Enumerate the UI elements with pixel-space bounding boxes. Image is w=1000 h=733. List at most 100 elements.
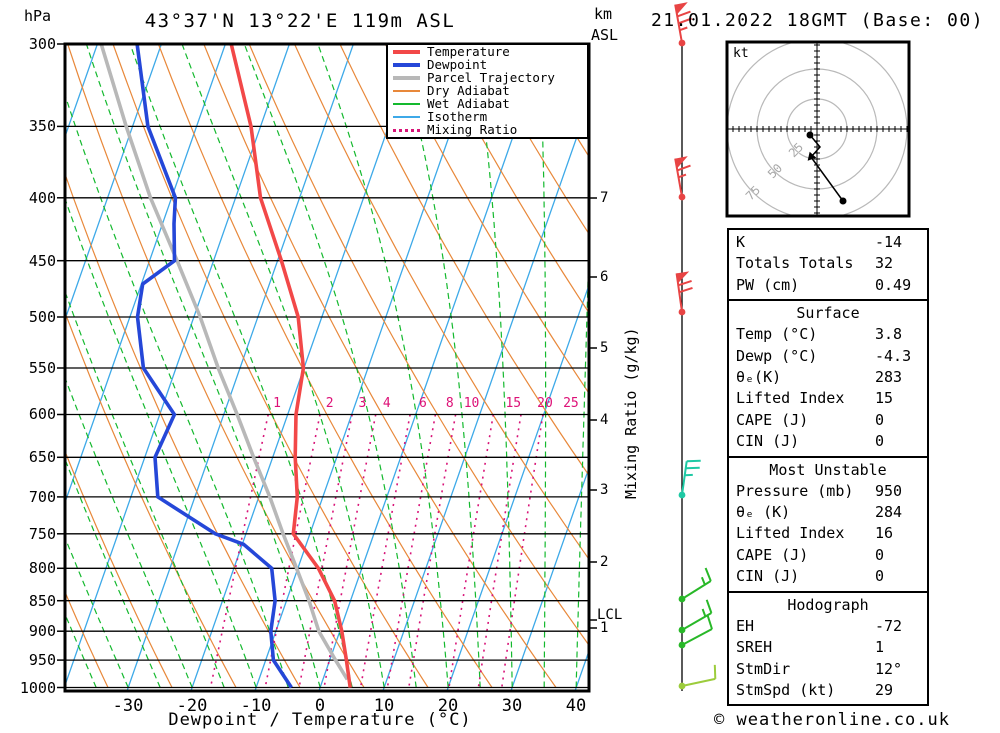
table-row-value: 3.8 xyxy=(875,325,903,344)
km-tick-label: 1 xyxy=(600,620,609,636)
table-row-label: Pressure (mb) xyxy=(736,481,854,500)
km-tick-label: 2 xyxy=(600,554,609,570)
footer-credit: © weatheronline.co.uk xyxy=(714,710,950,730)
temperature-tick-label: 20 xyxy=(437,696,459,716)
table-row: StmSpd (kt) 29 xyxy=(729,680,927,701)
table-row: θₑ(K) 283 xyxy=(729,367,927,388)
indices-table: K -14 Totals Totals 32 PW (cm) 0.49 Surface Tem… xyxy=(727,228,929,707)
table-section: Hodograph EH -72 SREH 1 StmDir 12° StmSpd (kt) 2… xyxy=(727,590,929,707)
table-section-title: Most Unstable xyxy=(769,460,887,479)
pressure-tick-label: 400 xyxy=(28,188,56,207)
table-row-label: Lifted Index xyxy=(736,389,845,408)
mixing-ratio-value: 15 xyxy=(505,396,522,411)
wet-adiabat-line xyxy=(129,44,353,688)
table-row: CIN (J) 0 xyxy=(729,566,927,587)
mixing-ratio-value: 8 xyxy=(445,396,454,411)
table-row-label: K xyxy=(736,233,746,251)
temperature-tick-label: 0 xyxy=(314,696,326,716)
dry-adiabat-legend-swatch xyxy=(393,89,420,92)
table-row: θₑ (K) 284 xyxy=(729,502,927,523)
page-title: 43°37'N 13°22'E 119m ASL xyxy=(144,10,456,32)
table-row: Temp (°C) 3.8 xyxy=(729,324,927,345)
legend-item-label: Wet Adiabat xyxy=(427,96,510,112)
table-row-value: 1 xyxy=(875,638,885,657)
table-row-label: SREH xyxy=(736,638,773,657)
table-row-label: CIN (J) xyxy=(736,432,800,451)
wet-adiabat-line xyxy=(538,44,547,688)
hodograph-trace xyxy=(809,134,844,202)
table-row-label: CAPE (J) xyxy=(736,410,809,429)
wind-barb xyxy=(678,615,713,649)
wet-adiabat-line xyxy=(473,44,513,688)
table-row: K -14 xyxy=(729,232,927,253)
table-row: CAPE (J) 0 xyxy=(729,545,927,566)
pressure-tick-label: 900 xyxy=(28,622,56,641)
km-tick-label: 5 xyxy=(600,340,609,356)
dewpoint-legend-swatch xyxy=(393,62,420,67)
table-row: CAPE (J) 0 xyxy=(729,410,927,431)
mixing-ratio-value: 20 xyxy=(537,396,553,411)
pressure-tick-label: 1000 xyxy=(19,678,56,697)
table-row-value: -14 xyxy=(875,233,903,251)
mixing-ratio-line xyxy=(298,414,353,688)
asl-axis-unit: ASL xyxy=(591,26,619,44)
legend-item-label: Mixing Ratio xyxy=(427,122,518,138)
pressure-tick-label: 500 xyxy=(28,308,56,327)
dry-adiabat-line xyxy=(475,44,589,236)
legend-item: Dry Adiabat xyxy=(388,84,587,97)
table-row-value: -72 xyxy=(875,616,903,635)
table-row-label: θₑ(K) xyxy=(736,368,782,387)
table-row: SREH 1 xyxy=(729,637,927,658)
isotherm-line xyxy=(510,465,589,691)
pressure-tick-label: 450 xyxy=(28,251,56,270)
km-tick-label: 6 xyxy=(600,269,609,285)
table-row: EH -72 xyxy=(729,616,927,637)
wet-adiabat-line xyxy=(65,612,97,688)
table-row-value: 284 xyxy=(875,503,903,522)
table-row: CIN (J) 0 xyxy=(729,431,927,452)
wind-barb xyxy=(675,271,693,316)
wind-barb xyxy=(678,459,701,499)
wind-barb-column xyxy=(674,2,717,691)
pressure-tick-label: 700 xyxy=(28,487,56,506)
km-tick-label: 7 xyxy=(600,190,609,206)
table-row-label: Lifted Index xyxy=(736,524,845,543)
table-row-label: CAPE (J) xyxy=(736,545,809,564)
legend-item-label: Temperature xyxy=(427,43,510,59)
table-row-value: 0 xyxy=(875,410,885,429)
datetime-label: 21.01.2022 18GMT (Base: 00) xyxy=(650,10,985,31)
legend-item: Mixing Ratio xyxy=(388,124,587,137)
mixing-ratio-line xyxy=(408,414,457,688)
wet-adiabat-line xyxy=(65,289,225,688)
table-row-value: 16 xyxy=(875,524,894,543)
temperature-tick-label: -20 xyxy=(176,696,208,716)
wet-adiabat-line xyxy=(65,536,129,688)
mixing-ratio-line xyxy=(448,414,495,688)
mixing-ratio-line xyxy=(323,414,377,688)
temperature-axis-label: Dewpoint / Temperature (°C) xyxy=(168,710,472,730)
dry-adiabat-line xyxy=(112,44,429,688)
table-row-value: 15 xyxy=(875,389,894,408)
table-row-value: 32 xyxy=(875,254,894,273)
wind-barb xyxy=(674,156,691,201)
temperature-tick-label: 40 xyxy=(565,696,587,716)
table-row-value: 950 xyxy=(875,481,903,500)
table-section: Most Unstable Pressure (mb) 950 θₑ (K) 284 Li… xyxy=(727,455,929,593)
table-row: StmDir 12° xyxy=(729,659,927,680)
mixing-ratio-axis-label: Mixing Ratio (g/kg) xyxy=(622,327,640,499)
wet-adiabat-legend-swatch xyxy=(393,103,420,106)
temperature-legend-swatch xyxy=(393,49,420,54)
table-row-label: EH xyxy=(736,616,755,635)
table-row-value: 29 xyxy=(875,680,894,699)
table-row-value: 0 xyxy=(875,567,885,586)
hodograph-unit-label: kt xyxy=(733,46,749,61)
mixing-ratio-value: 3 xyxy=(358,396,367,411)
hodograph-arrowhead xyxy=(807,151,817,161)
table-section-title: Surface xyxy=(796,304,860,323)
temperature-curve xyxy=(229,44,352,688)
legend-item: Parcel Trajectory xyxy=(388,71,587,84)
km-tick-label: 4 xyxy=(600,412,609,428)
mixing-ratio-line xyxy=(501,414,544,688)
